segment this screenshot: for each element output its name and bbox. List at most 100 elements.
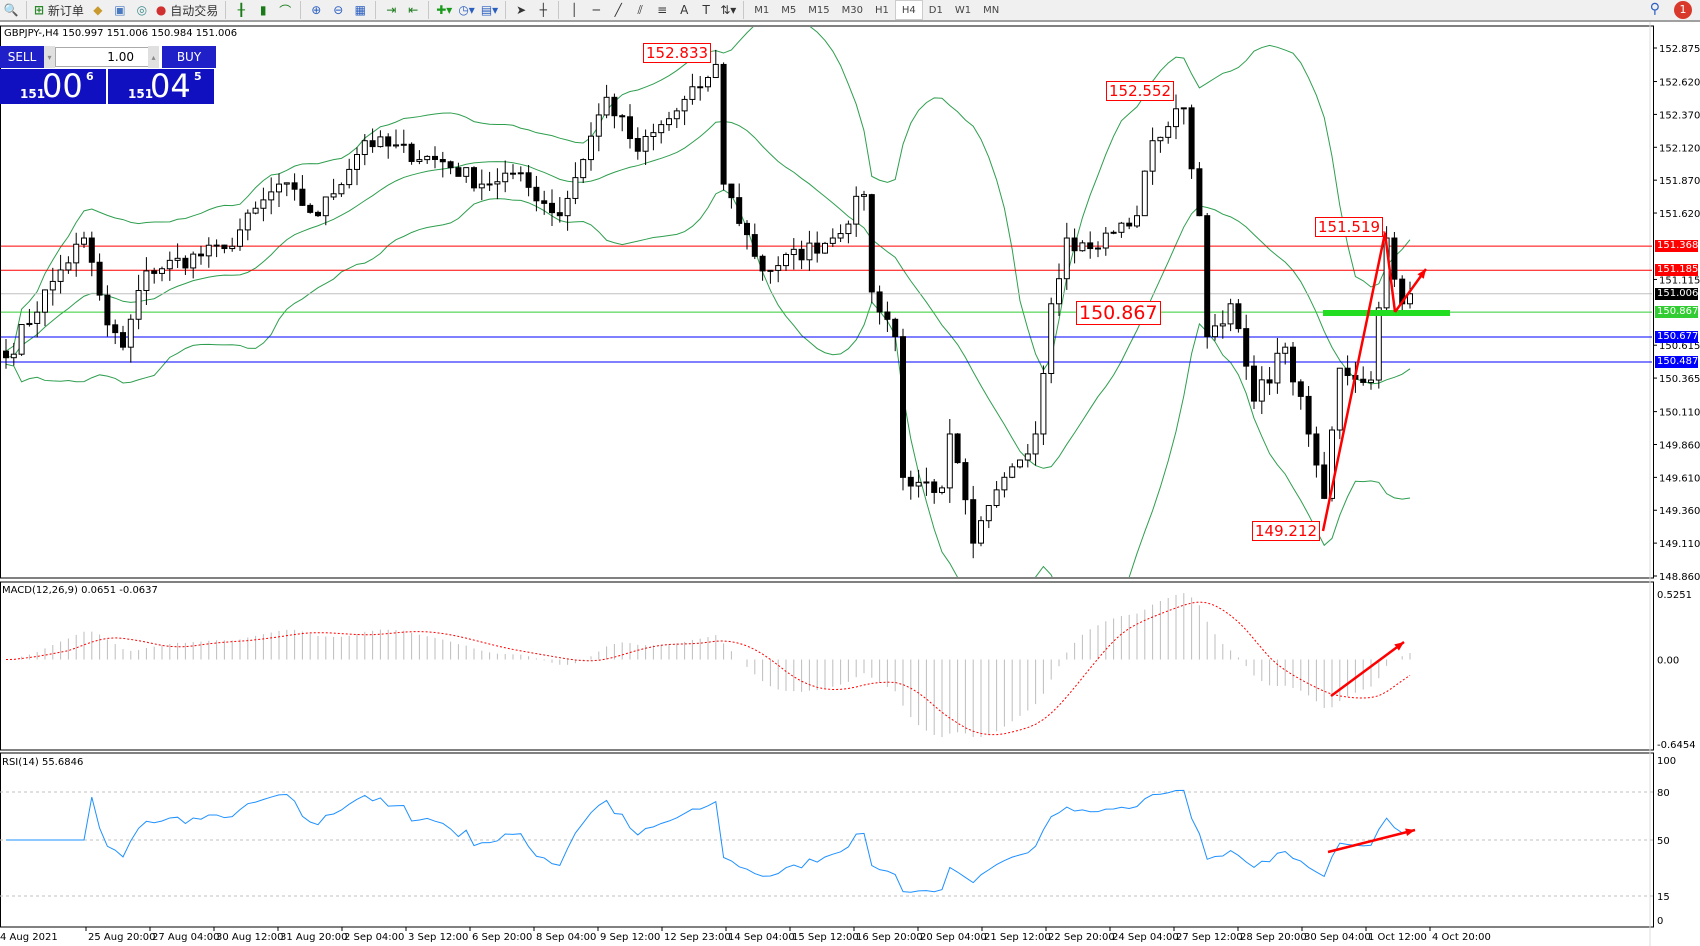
timeframe-m15[interactable]: M15 <box>808 4 830 16</box>
candle-body <box>432 155 438 160</box>
candle-body <box>939 487 945 493</box>
candle-body <box>260 199 267 209</box>
main-pane-frame <box>0 25 1654 579</box>
buy-price[interactable]: 151 04 5 <box>108 67 214 105</box>
templates-icon[interactable]: ▤▾ <box>480 3 499 17</box>
candle-body <box>57 269 64 282</box>
zoom-out-icon[interactable]: ⊖ <box>333 3 344 17</box>
navigator-icon[interactable]: ▣ <box>114 3 126 17</box>
bar-chart-icon[interactable]: ╂ <box>237 3 245 17</box>
notification-badge[interactable]: 1 <box>1674 1 1692 19</box>
lot-size-input[interactable]: 1.00 <box>55 47 159 67</box>
cursor-icon[interactable]: ➤ <box>516 3 527 17</box>
candle-body <box>385 136 392 147</box>
price-label-151.368: 151.368 <box>1655 240 1699 253</box>
candle-body <box>268 191 275 201</box>
sell-price-fraction: 6 <box>86 70 94 83</box>
line-chart-icon[interactable]: ⌒ <box>279 3 292 18</box>
horizontal-line-icon[interactable]: ─ <box>592 3 600 17</box>
candle-body <box>1212 325 1218 338</box>
candle-body <box>135 289 142 320</box>
price-annotation[interactable]: 149.212 <box>1252 521 1321 541</box>
new-order-button[interactable]: ⊞ 新订单 <box>31 0 87 20</box>
candle-body <box>190 253 197 269</box>
candle-body <box>1297 381 1304 397</box>
timeframe-m5[interactable]: M5 <box>781 4 797 16</box>
timeframe-h1[interactable]: H1 <box>874 4 889 16</box>
candle-body <box>42 289 48 313</box>
candle-body <box>299 188 306 206</box>
price-annotation[interactable]: 151.519 <box>1315 217 1384 237</box>
price-annotation[interactable]: 152.552 <box>1106 81 1175 101</box>
candle-body <box>556 212 563 217</box>
candle-body <box>580 159 587 179</box>
candle-body <box>907 476 914 487</box>
candle-body <box>689 86 696 100</box>
candle-body <box>1407 293 1413 305</box>
timeframe-m30[interactable]: M30 <box>841 4 863 16</box>
buy-price-pips: 04 <box>150 67 191 105</box>
fibonacci-icon[interactable]: ≡ <box>657 3 668 17</box>
candle-body <box>221 244 228 250</box>
equidistant-channel-icon[interactable]: ⫽ <box>637 2 643 17</box>
tile-windows-icon[interactable]: ▦ <box>354 3 366 17</box>
timeframe-mn[interactable]: MN <box>983 4 1000 16</box>
candle-body <box>978 520 984 544</box>
divider <box>743 1 745 19</box>
zoom-icon[interactable]: 🔍 <box>3 3 19 17</box>
lot-increase-button[interactable]: ▴ <box>148 46 159 68</box>
timeframe-w1[interactable]: W1 <box>954 4 972 16</box>
arrows-icon[interactable]: ⇅▾ <box>720 3 737 17</box>
lot-decrease-button[interactable]: ▾ <box>44 46 55 68</box>
candle-body <box>1204 215 1211 338</box>
text-icon[interactable]: A <box>680 3 689 17</box>
buy-button[interactable]: BUY <box>162 46 216 68</box>
candle-body <box>3 350 9 359</box>
search-icon[interactable]: ⚲ <box>1649 1 1660 17</box>
new-order-label: 新订单 <box>47 3 84 18</box>
chart-shift-icon[interactable]: ⇤ <box>408 3 419 17</box>
divider <box>428 1 430 19</box>
price-annotation[interactable]: 152.833 <box>643 43 712 63</box>
time-axis-label: 9 Sep 12:00 <box>600 932 661 943</box>
crosshair-icon[interactable]: ┼ <box>539 3 547 17</box>
rsi-arrow-head <box>1405 828 1415 837</box>
text-label-icon[interactable]: T <box>702 3 710 17</box>
candle-body <box>1087 242 1094 250</box>
divider <box>300 1 302 19</box>
candle-body <box>533 186 540 202</box>
candle-body <box>151 270 158 274</box>
candle-body <box>806 242 813 261</box>
candle-body <box>861 194 867 197</box>
candle-body <box>1126 222 1133 227</box>
timeframe-h4[interactable]: H4 <box>894 0 923 20</box>
candle-body <box>361 140 368 156</box>
candle-body <box>517 172 524 175</box>
candle-body <box>1391 237 1398 280</box>
trendline-icon[interactable]: ╱ <box>614 3 622 17</box>
candle-body <box>439 158 446 163</box>
price-annotation[interactable]: 150.867 <box>1076 301 1161 325</box>
zoom-in-icon[interactable]: ⊕ <box>311 3 322 17</box>
candle-body <box>65 262 72 271</box>
indicators-icon[interactable]: ✚▾ <box>436 3 453 17</box>
periods-icon[interactable]: ◷▾ <box>458 3 475 17</box>
candlestick-icon[interactable]: ▮ <box>259 3 267 17</box>
timeframe-m1[interactable]: M1 <box>754 4 770 16</box>
vertical-line-icon[interactable]: │ <box>570 3 578 17</box>
sell-button[interactable]: SELL <box>0 46 44 68</box>
candle-body <box>81 237 87 245</box>
sell-price[interactable]: 151 00 6 <box>0 67 106 105</box>
candle-body <box>611 96 618 117</box>
symbol-info: GBPJPY-,H4 150.997 151.006 150.984 151.0… <box>4 28 238 39</box>
timeframe-d1[interactable]: D1 <box>928 4 943 16</box>
divider <box>558 1 560 19</box>
divider <box>505 1 507 19</box>
autoscroll-icon[interactable]: ⇥ <box>386 3 397 17</box>
market-watch-icon[interactable]: ◆ <box>93 3 103 17</box>
auto-trading-button[interactable]: ● 自动交易 <box>153 0 221 20</box>
candle-body <box>931 481 938 493</box>
signals-icon[interactable]: ◎ <box>136 3 148 17</box>
y-tick-label: 150.615 <box>1659 341 1700 352</box>
